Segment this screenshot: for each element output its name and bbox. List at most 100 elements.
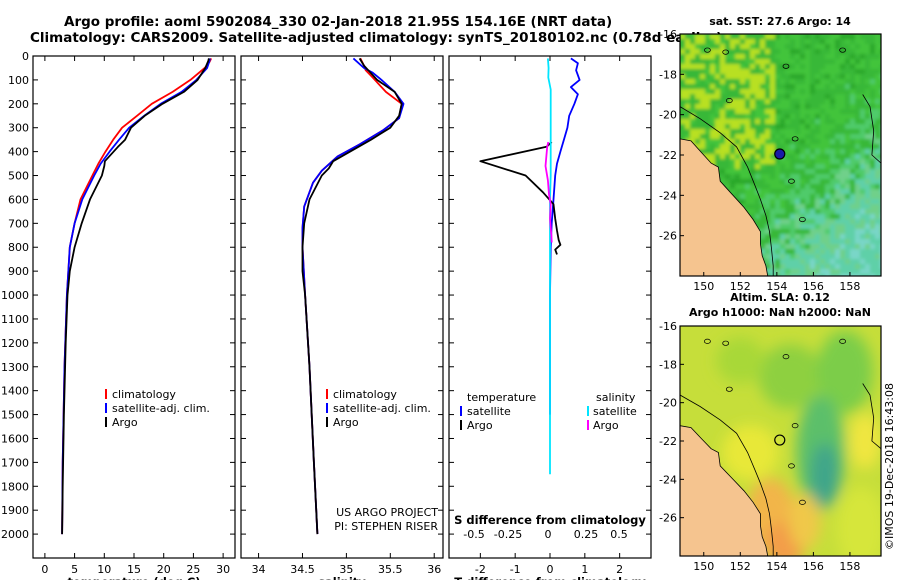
sst-cell (745, 54, 750, 59)
panel-salinity: 3434.53535.536salinityclimatologysatelli… (240, 55, 444, 580)
sst-cell (775, 144, 780, 149)
sst-cell (740, 44, 745, 49)
sst-cell (725, 64, 730, 69)
sst-cell (875, 149, 880, 154)
sst-cell (875, 114, 880, 119)
sst-cell (780, 94, 785, 99)
sst-cell (875, 229, 880, 234)
sst-cell (730, 64, 735, 69)
sst-cell (840, 269, 845, 274)
sst-cell (770, 99, 775, 104)
sst-cell (860, 79, 865, 84)
sst-cell (860, 119, 865, 124)
sst-cell (825, 254, 830, 259)
sst-cell (825, 54, 830, 59)
sst-cell (825, 164, 830, 169)
sst-cell (790, 209, 795, 214)
sst-cell (845, 219, 850, 224)
sst-cell (845, 119, 850, 124)
sst-cell (775, 34, 780, 39)
sst-cell (875, 34, 880, 39)
sst-cell (800, 84, 805, 89)
sst-cell (750, 74, 755, 79)
sst-cell (730, 169, 735, 174)
sst-cell (855, 209, 860, 214)
sst-cell (745, 159, 750, 164)
sst-cell (825, 174, 830, 179)
y-tick-label: 800 (8, 241, 29, 254)
sst-cell (855, 74, 860, 79)
sst-cell (845, 54, 850, 59)
sst-cell (840, 229, 845, 234)
sst-cell (770, 129, 775, 134)
sst-cell (730, 79, 735, 84)
sst-cell (755, 199, 760, 204)
sst-cell (800, 109, 805, 114)
sst-cell (825, 179, 830, 184)
sst-cell (800, 99, 805, 104)
sst-cell (745, 204, 750, 209)
sst-cell (750, 54, 755, 59)
sst-cell (755, 134, 760, 139)
sst-cell (820, 89, 825, 94)
sst-cell (785, 229, 790, 234)
sst-cell (790, 34, 795, 39)
sst-cell (790, 254, 795, 259)
sst-cell (855, 149, 860, 154)
sst-cell (860, 59, 865, 64)
sst-cell (730, 124, 735, 129)
sst-cell (680, 124, 685, 129)
sst-cell (865, 134, 870, 139)
sst-cell (845, 264, 850, 269)
sst-cell (695, 99, 700, 104)
sst-cell (860, 74, 865, 79)
sst-cell (750, 199, 755, 204)
sst-cell (680, 44, 685, 49)
sst-cell (815, 129, 820, 134)
sst-cell (810, 104, 815, 109)
sst-cell (855, 34, 860, 39)
sst-cell (840, 154, 845, 159)
sst-cell (695, 49, 700, 54)
sst-cell (825, 184, 830, 189)
sst-cell (830, 219, 835, 224)
sst-cell (850, 114, 855, 119)
sst-cell (805, 49, 810, 54)
sst-cell (680, 84, 685, 89)
sst-cell (775, 74, 780, 79)
sst-cell (755, 54, 760, 59)
sst-cell (805, 159, 810, 164)
sst-cell (810, 124, 815, 129)
sst-cell (875, 109, 880, 114)
sst-cell (755, 129, 760, 134)
sst-cell (765, 44, 770, 49)
sst-cell (795, 114, 800, 119)
sst-cell (850, 184, 855, 189)
sla-blob (816, 330, 873, 414)
sst-cell (870, 214, 875, 219)
sst-cell (780, 109, 785, 114)
sst-cell (845, 94, 850, 99)
sst-cell (835, 84, 840, 89)
sst-cell (830, 44, 835, 49)
sst-cell (805, 184, 810, 189)
sst-cell (705, 134, 710, 139)
sst-cell (835, 134, 840, 139)
series-group (479, 57, 581, 475)
sst-cell (705, 129, 710, 134)
sst-cell (730, 34, 735, 39)
sst-cell (765, 119, 770, 124)
sst-cell (875, 264, 880, 269)
sst-cell (830, 234, 835, 239)
sst-cell (705, 104, 710, 109)
map-y-tick-label: -24 (659, 189, 677, 202)
sst-cell (765, 264, 770, 269)
sst-cell (750, 99, 755, 104)
sst-cell (820, 239, 825, 244)
sst-cell (730, 189, 735, 194)
sst-cell (860, 84, 865, 89)
sst-cell (850, 159, 855, 164)
series-satellite-adj-clim--line (61, 58, 211, 535)
sst-cell (815, 219, 820, 224)
sst-cell (820, 259, 825, 264)
